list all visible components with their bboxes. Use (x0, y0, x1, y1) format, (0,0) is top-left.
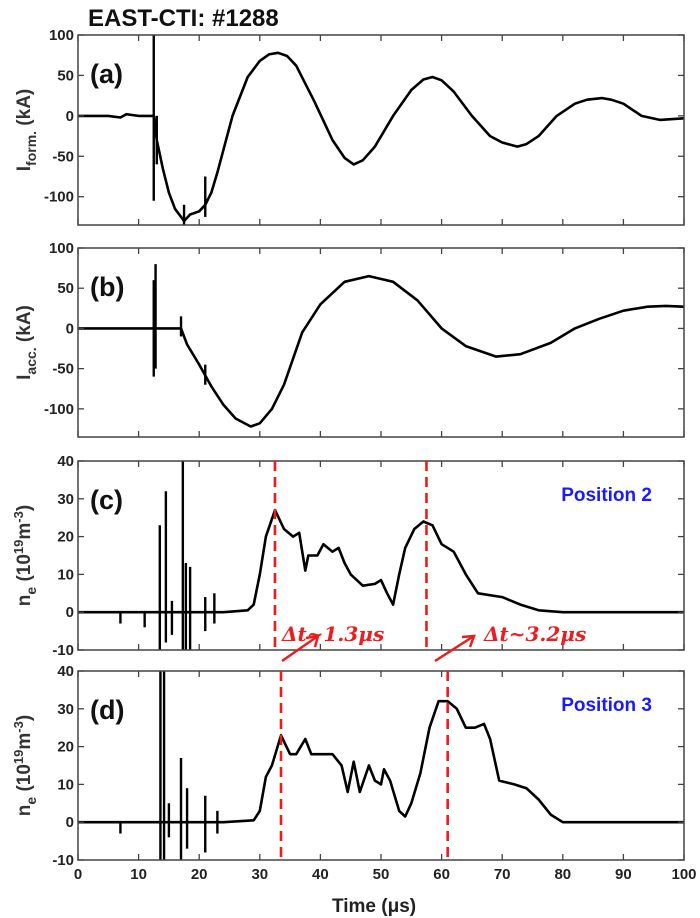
y-label-unit: (kA) (14, 305, 35, 347)
y-axis-label: ne (1019m-3) (11, 715, 39, 816)
axes-frame (77, 34, 685, 226)
x-tick-label: 10 (130, 866, 147, 883)
arrow-1 (281, 634, 319, 663)
series-line (78, 51, 684, 223)
x-tick-label: 90 (615, 866, 632, 883)
x-tick-label: 80 (554, 866, 571, 883)
y-label-unit: (10 (14, 554, 35, 587)
y-tick-label: 100 (49, 27, 74, 44)
series-line (78, 508, 684, 614)
panel-label: (c) (90, 485, 123, 515)
y-label-main: n (14, 805, 35, 817)
y-tick-label: 50 (57, 280, 74, 297)
y-tick-label: -10 (52, 642, 74, 659)
y-tick-label: 10 (57, 776, 74, 793)
y-label-sub: e (23, 587, 39, 595)
y-label-main: n (14, 595, 35, 607)
y-label-unit2: m (14, 523, 35, 540)
position-label: Position 3 (561, 695, 652, 716)
y-label-sub: form. (23, 131, 39, 166)
y-label-main: I (14, 166, 35, 171)
arrow-2-head (461, 634, 476, 648)
x-tick-label: 0 (74, 866, 82, 883)
y-tick-label: 50 (57, 67, 74, 84)
y-label-exp2: -3 (11, 721, 26, 733)
y-tick-label: 0 (66, 108, 74, 125)
y-tick-label: 40 (57, 663, 74, 680)
y-tick-label: -100 (44, 189, 74, 206)
y-tick-label: 20 (57, 739, 74, 756)
delta-t-annotations: Δt~1.3μs Δt~3.2μs (281, 622, 586, 663)
y-tick-label: -100 (44, 401, 74, 418)
y-tick-label: 40 (57, 453, 74, 470)
y-label-exp2: -3 (11, 511, 26, 523)
y-axis-label: ne (1019m-3) (11, 505, 39, 606)
y-tick-label: 20 (57, 529, 74, 546)
x-tick-label: 20 (191, 866, 208, 883)
y-tick-label: -10 (52, 852, 74, 869)
x-axis-label: Time (μs) (332, 896, 416, 917)
y-tick-label: 30 (57, 701, 74, 718)
y-label-main: I (14, 375, 35, 380)
y-tick-label: 100 (49, 240, 74, 257)
y-tick-label: 0 (66, 604, 74, 621)
x-tick-label: 70 (494, 866, 511, 883)
y-label-exp: 19 (11, 540, 26, 554)
y-tick-label: 10 (57, 566, 74, 583)
y-label-unit2: m (14, 733, 35, 750)
x-tick-label: 40 (312, 866, 329, 883)
y-label-close: ) (14, 505, 35, 511)
x-tick-label: 30 (251, 866, 268, 883)
panel-a: 100 50 0 -50 -100 (a) Iform. (kA) (14, 27, 685, 226)
panel-c: 40 30 20 10 0 -10 (c) Position 2 ne (1019m-3) (11, 453, 685, 659)
y-label-unit: (10 (14, 764, 35, 797)
arrow-1-head (305, 634, 320, 648)
position-label: Position 2 (561, 485, 652, 506)
y-tick-label: -50 (52, 361, 74, 378)
panel-label: (d) (90, 695, 124, 725)
series-line (78, 274, 684, 428)
y-tick-label: 30 (57, 491, 74, 508)
y-label-unit: (kA) (14, 89, 35, 131)
panel-b: 100 50 0 -50 -100 (b) Iacc. (kA) (14, 240, 685, 438)
y-axis-label: Iform. (kA) (14, 89, 39, 172)
figure-title: EAST-CTI: #1288 (88, 5, 279, 32)
axes-frame (77, 247, 685, 438)
y-tick-label: 0 (66, 814, 74, 831)
delta-t-1-label: Δt~1.3μs (281, 622, 384, 646)
panel-label: (b) (90, 272, 124, 302)
x-tick-label: 50 (373, 866, 390, 883)
y-axis-label: Iacc. (kA) (14, 305, 39, 380)
y-tick-label: 0 (66, 320, 74, 337)
arrow-2 (434, 634, 475, 663)
y-label-sub: acc. (23, 347, 39, 374)
x-tick-label: 60 (433, 866, 450, 883)
y-label-exp: 19 (11, 750, 26, 764)
y-label-close: ) (14, 715, 35, 721)
panel-label: (a) (90, 59, 123, 89)
y-label-sub: e (23, 797, 39, 805)
delta-t-2-label: Δt~3.2μs (483, 622, 586, 646)
x-tick-label: 100 (671, 866, 696, 883)
y-tick-label: -50 (52, 148, 74, 165)
